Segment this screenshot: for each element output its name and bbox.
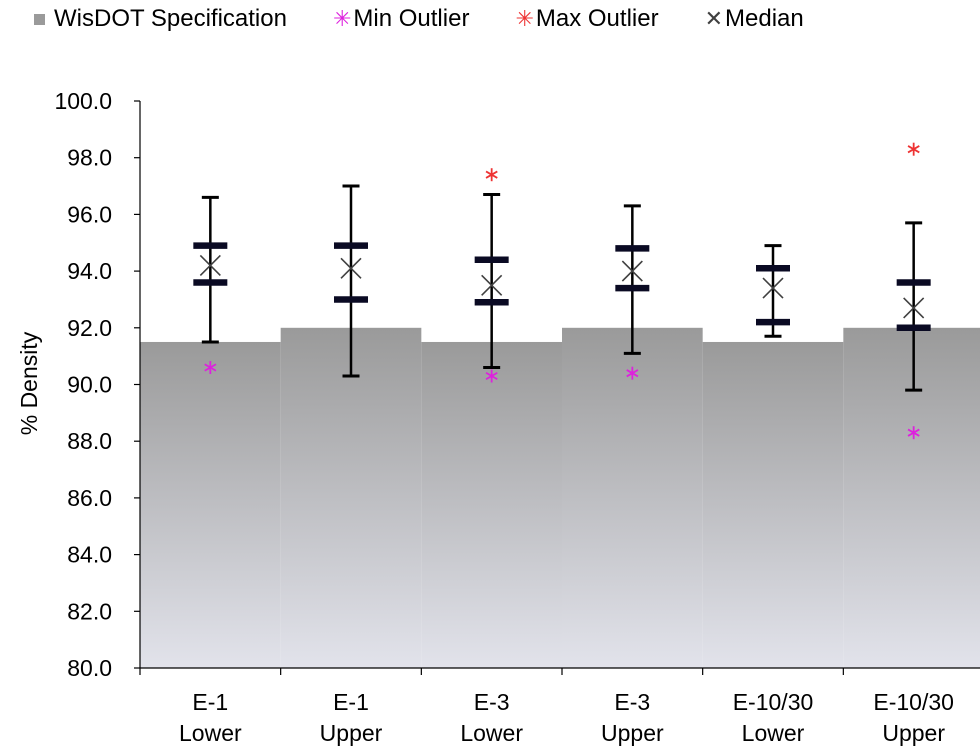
legend-item-spec: WisDOT Specification (34, 5, 287, 33)
asterisk-icon: ✳ (332, 6, 352, 31)
x-category-label: Lower (179, 720, 242, 746)
asterisk-stroke (626, 369, 639, 378)
spec-bar (562, 327, 703, 668)
y-tick-label: 92.0 (67, 315, 112, 341)
median-marker (481, 274, 503, 296)
legend-item-max-outlier: ✳ Max Outlier (515, 5, 658, 33)
y-tick-label: 82.0 (67, 598, 112, 624)
y-tick-label: 96.0 (67, 201, 112, 227)
x-category-label: E-3 (614, 689, 650, 715)
asterisk-stroke (907, 145, 920, 154)
asterisk-stroke (485, 170, 498, 179)
y-tick-label: 80.0 (67, 655, 112, 681)
y-tick-label: 86.0 (67, 485, 112, 511)
x-category-label: Upper (882, 720, 945, 746)
median-marker (199, 254, 221, 276)
median-marker (762, 277, 784, 299)
median-marker (903, 297, 925, 319)
min-outlier-point (907, 426, 920, 440)
spec-bar (702, 341, 844, 668)
median-stroke (481, 274, 503, 296)
x-mark-icon: ✕ (704, 6, 724, 31)
y-tick-label: 90.0 (67, 372, 112, 398)
x-category-label: E-1 (333, 689, 369, 715)
median-stroke (762, 277, 784, 299)
legend-label-median: Median (725, 5, 804, 32)
y-tick-label: 100.0 (54, 88, 112, 114)
x-category-label: E-10/30 (873, 689, 954, 715)
asterisk-icon: ✳ (515, 6, 534, 31)
x-category-label: Upper (601, 720, 664, 746)
legend-item-median: ✕ Median (705, 5, 804, 33)
median-stroke (199, 254, 221, 276)
spec-bar (421, 341, 562, 668)
median-marker (621, 260, 643, 282)
legend-item-min-outlier: ✳ Min Outlier (333, 5, 469, 33)
legend: WisDOT Specification ✳ Min Outlier ✳ Max… (34, 4, 804, 34)
asterisk-stroke (204, 363, 217, 372)
median-stroke (340, 257, 362, 279)
min-outlier-point (485, 369, 498, 383)
y-tick-label: 88.0 (67, 428, 112, 454)
min-outlier-point (204, 360, 217, 374)
x-category-label: E-3 (474, 689, 510, 715)
legend-label-spec: WisDOT Specification (54, 5, 287, 32)
y-axis-title: % Density (16, 331, 42, 435)
median-stroke (621, 260, 643, 282)
spec-bar (140, 341, 281, 668)
y-tick-label: 98.0 (67, 145, 112, 171)
max-outlier-point (907, 142, 920, 156)
min-outlier-point (626, 366, 639, 380)
max-outlier-point (485, 168, 498, 182)
asterisk-stroke (907, 428, 920, 437)
x-category-label: Lower (742, 720, 805, 746)
x-category-label: E-10/30 (733, 689, 814, 715)
spec-bar (843, 327, 980, 668)
y-tick-label: 94.0 (67, 258, 112, 284)
y-tick-label: 84.0 (67, 542, 112, 568)
x-category-label: Upper (320, 720, 383, 746)
x-category-label: Lower (460, 720, 523, 746)
median-marker (340, 257, 362, 279)
median-stroke (903, 297, 925, 319)
plot-area: 80.0 82.0 84.0 86.0 88.0 90.0 92.0 94.0 96.0 98.0… (16, 88, 980, 746)
x-category-label: E-1 (192, 689, 228, 715)
spec-swatch-icon (34, 13, 45, 25)
spec-bar (280, 327, 422, 668)
asterisk-stroke (485, 371, 498, 381)
legend-label-min-outlier: Min Outlier (353, 5, 470, 32)
legend-label-max-outlier: Max Outlier (535, 5, 659, 32)
